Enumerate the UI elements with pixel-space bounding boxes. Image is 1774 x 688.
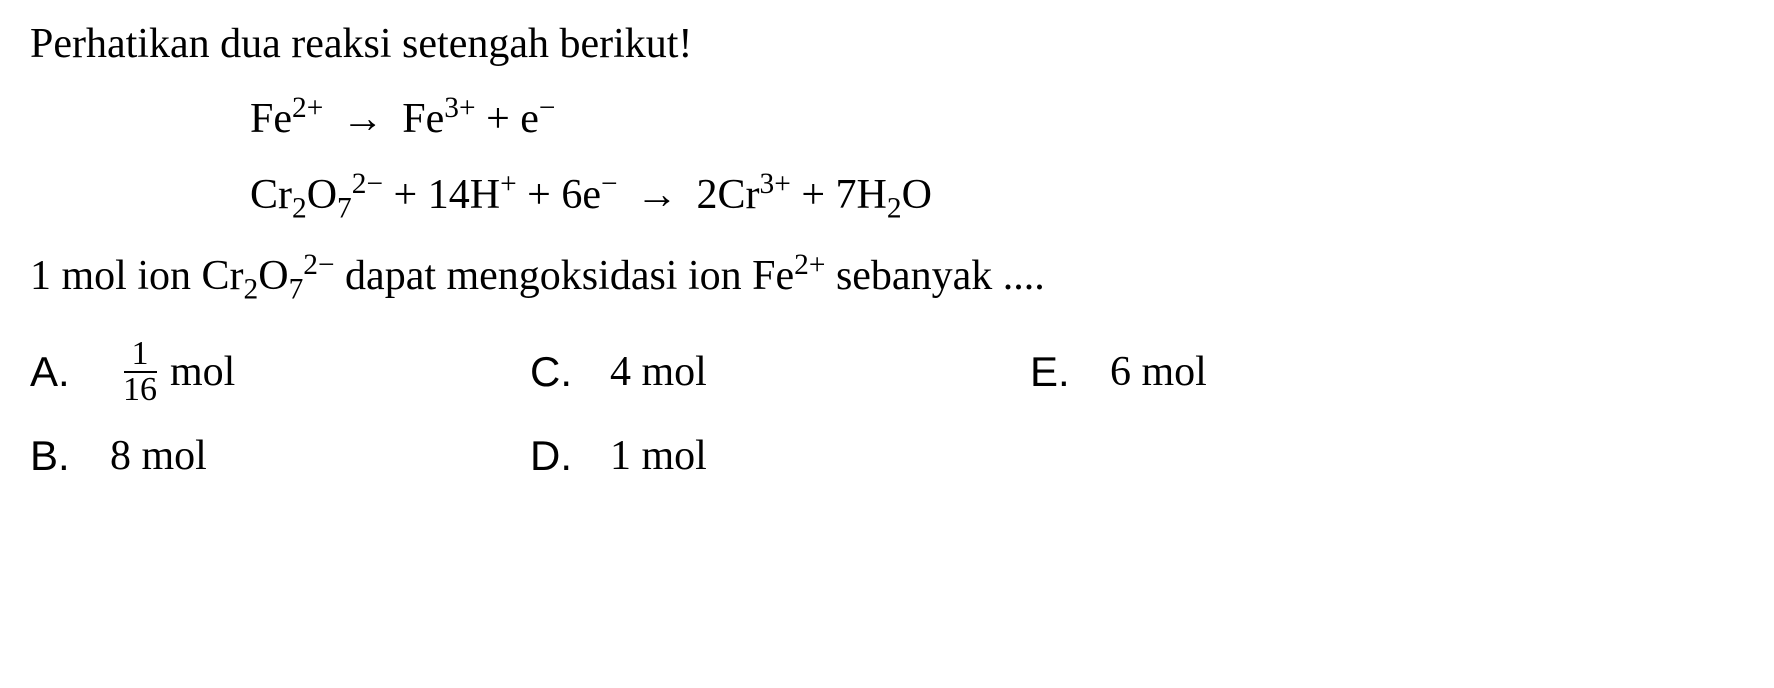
option-b-label: B.: [30, 432, 80, 480]
option-a: A. 1 16 mol: [30, 337, 530, 407]
option-a-num: 1: [124, 337, 157, 373]
option-e-label: E.: [1030, 348, 1080, 396]
option-d-value: 1 mol: [610, 432, 707, 480]
options-grid: A. 1 16 mol C. 4 mol E. 6 mol B. 8 mol D…: [30, 337, 1744, 480]
option-e: E. 6 mol: [1030, 337, 1530, 407]
eq1-fe-lhs-charge: 2+: [292, 92, 323, 124]
question-subtext: 1 mol ion Cr2O72− dapat mengoksidasi ion…: [30, 249, 1744, 306]
option-a-label: A.: [30, 348, 80, 396]
eq2-cr-sub: 2: [292, 192, 307, 224]
subtext-middle: dapat mengoksidasi ion Fe: [335, 253, 795, 299]
option-d: D. 1 mol: [530, 432, 1030, 480]
subtext-cr-sub: 2: [244, 274, 259, 306]
option-c: C. 4 mol: [530, 337, 1030, 407]
option-c-label: C.: [530, 348, 580, 396]
eq2-plus-14h: + 14H: [383, 172, 500, 218]
eq2-h2-sub: 2: [887, 192, 902, 224]
eq2-cr2o7-charge: 2−: [352, 168, 383, 200]
option-c-value: 4 mol: [610, 348, 707, 396]
equations-block: Fe2+ → Fe3+ + e− Cr2O72− + 14H+ + 6e− → …: [250, 88, 1744, 229]
eq1-arrow: →: [342, 90, 384, 149]
eq2-h-charge: +: [500, 168, 517, 200]
eq2-2cr: 2Cr: [686, 172, 760, 218]
eq2-arrow: →: [636, 166, 678, 225]
option-d-label: D.: [530, 432, 580, 480]
eq1-e-charge: −: [539, 92, 556, 124]
option-a-fraction: 1 16: [115, 337, 165, 407]
option-b: B. 8 mol: [30, 432, 530, 480]
option-a-unit: mol: [170, 348, 235, 396]
equation-1: Fe2+ → Fe3+ + e−: [250, 88, 1744, 149]
eq2-o2: O: [902, 172, 932, 218]
eq1-plus-e: + e: [476, 96, 539, 142]
eq1-fe-rhs: Fe: [402, 96, 444, 142]
subtext-suffix: sebanyak ....: [825, 253, 1044, 299]
eq2-o: O: [307, 172, 337, 218]
option-b-value: 8 mol: [110, 432, 207, 480]
subtext-o-sub: 7: [289, 274, 304, 306]
eq2-plus-7h: + 7H: [791, 172, 887, 218]
option-a-den: 16: [115, 373, 165, 407]
eq2-e-charge: −: [601, 168, 618, 200]
eq2-cr: Cr: [250, 172, 292, 218]
question-intro: Perhatikan dua reaksi setengah berikut!: [30, 20, 1744, 68]
equation-2: Cr2O72− + 14H+ + 6e− → 2Cr3+ + 7H2O: [250, 164, 1744, 230]
eq2-o-sub: 7: [337, 192, 352, 224]
eq2-rhs-cr-charge: 3+: [760, 168, 791, 200]
eq1-fe-rhs-charge: 3+: [444, 92, 475, 124]
subtext-prefix: 1 mol ion Cr: [30, 253, 244, 299]
subtext-o: O: [258, 253, 288, 299]
option-e-value: 6 mol: [1110, 348, 1207, 396]
subtext-fe-charge: 2+: [794, 249, 825, 281]
eq1-fe-lhs: Fe: [250, 96, 292, 142]
subtext-charge: 2−: [303, 249, 334, 281]
eq2-plus-6e: + 6e: [517, 172, 601, 218]
